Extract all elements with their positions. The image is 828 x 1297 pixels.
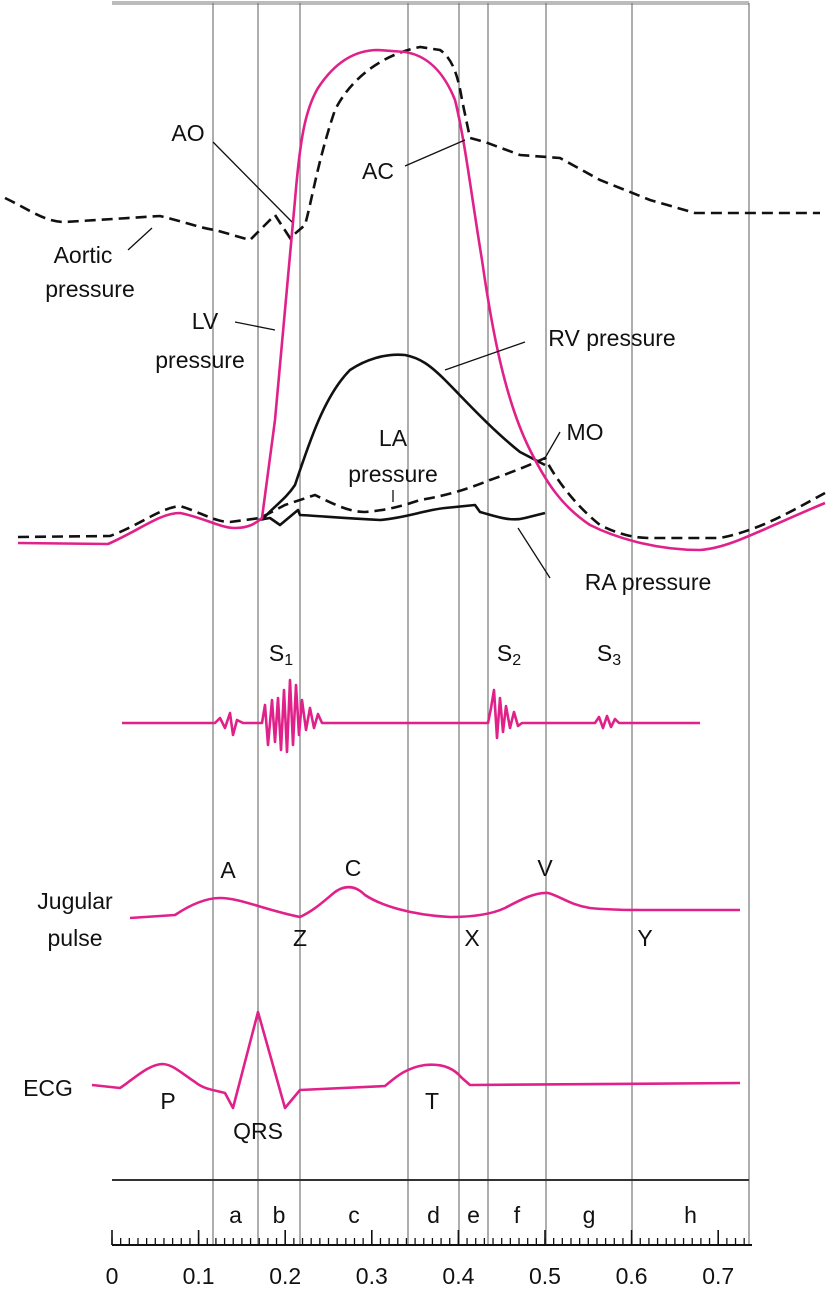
phase-label: c <box>348 1202 360 1228</box>
lv-pressure-curve <box>17 48 826 552</box>
label: RA pressure <box>585 569 712 595</box>
heart-sound-label: S1 <box>269 640 293 669</box>
label: Aortic <box>54 242 113 268</box>
tick-label: 0.2 <box>269 1263 301 1289</box>
label: MO <box>566 419 603 445</box>
wave-label: Y <box>637 925 652 951</box>
leader-line <box>544 431 561 459</box>
phase-label: h <box>684 1202 697 1228</box>
label: LV <box>192 308 219 334</box>
phase-dividers <box>212 3 750 1245</box>
phase-label: f <box>514 1202 521 1228</box>
label: RV pressure <box>548 325 675 351</box>
tick-label: 0.4 <box>442 1263 474 1289</box>
ecg-title: ECG <box>23 1075 73 1101</box>
phase-labels: a b c d e f g h <box>229 1202 697 1228</box>
phase-label: a <box>229 1202 242 1228</box>
leader-line <box>127 227 153 251</box>
wave-label: X <box>464 925 479 951</box>
wave-label: C <box>345 855 362 881</box>
heart-sound-label: S3 <box>597 640 621 669</box>
aortic-pressure-curve <box>4 45 820 242</box>
time-axis: 0 0.1 0.2 0.3 0.4 0.5 0.6 0.7 <box>106 1230 752 1289</box>
label: LA <box>379 425 408 451</box>
tick-label: 0.3 <box>356 1263 388 1289</box>
phase-label: g <box>583 1202 596 1228</box>
label: AC <box>362 158 394 184</box>
wave-label: V <box>537 855 553 881</box>
wave-label: Z <box>293 925 307 951</box>
leader-line <box>234 321 276 331</box>
heart-sound-trace <box>122 678 700 754</box>
la-pressure-curve <box>17 456 826 540</box>
jugular-pulse-curve <box>129 885 740 920</box>
label: AO <box>171 120 204 146</box>
tick-label: 0.6 <box>616 1263 648 1289</box>
jugular-title: Jugular <box>37 888 113 914</box>
label: pressure <box>348 461 437 487</box>
wave-label: A <box>220 857 236 883</box>
label: pressure <box>45 276 134 302</box>
tick-label: 0.5 <box>529 1263 561 1289</box>
tick-label: 0.1 <box>183 1263 215 1289</box>
leader-line <box>404 139 466 167</box>
wave-label: QRS <box>233 1118 283 1144</box>
tick-label: 0 <box>106 1263 119 1289</box>
leader-line <box>212 141 293 223</box>
phase-label: d <box>427 1202 440 1228</box>
phase-label: e <box>467 1202 480 1228</box>
wave-label: P <box>160 1088 175 1114</box>
tick-label: 0.7 <box>702 1263 734 1289</box>
heart-sound-label: S2 <box>497 640 521 669</box>
jugular-title: pulse <box>48 925 103 951</box>
rv-pressure-curve <box>261 353 546 521</box>
leader-line <box>517 527 551 579</box>
leader-line <box>444 341 526 371</box>
ra-pressure-curve <box>257 503 546 527</box>
ecg-curve <box>91 1010 741 1110</box>
wave-label: T <box>425 1088 439 1114</box>
label: pressure <box>155 347 244 373</box>
phase-label: b <box>273 1202 286 1228</box>
